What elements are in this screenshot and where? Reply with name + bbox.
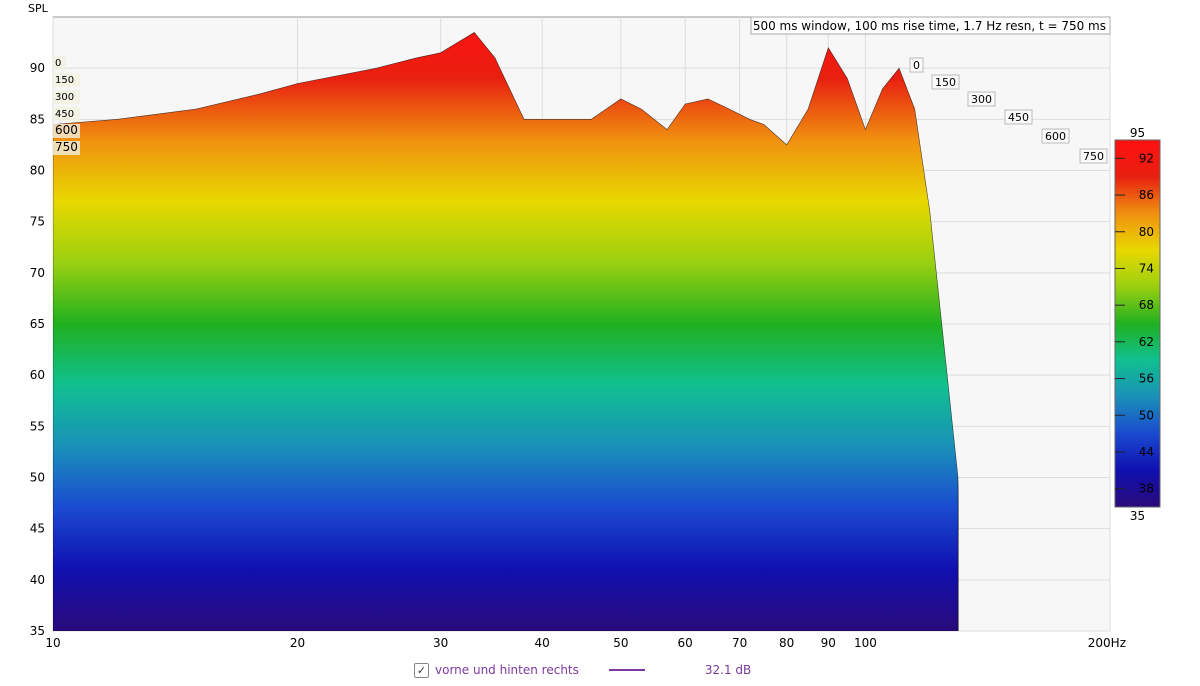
time-label-bg <box>53 107 80 121</box>
colorbar: 95 35 92 86 80 74 68 62 56 50 44 38 <box>1114 126 1161 523</box>
y-tick-label: 35 <box>30 624 45 638</box>
time-label-left: 600 <box>55 123 78 137</box>
colorbar-tick-label: 86 <box>1139 188 1154 202</box>
legend-series-swatch <box>608 669 645 671</box>
x-tick-label: 70 <box>732 636 747 650</box>
y-tick-label: 55 <box>30 419 45 433</box>
time-label-right: 450 <box>1008 111 1029 124</box>
colorbar-tick-label: 68 <box>1139 298 1154 312</box>
time-label-bg <box>909 57 924 73</box>
x-tick-label: 80 <box>779 636 794 650</box>
time-label-bg <box>1041 128 1070 144</box>
colorbar-tick-label: 74 <box>1139 261 1154 275</box>
colorbar-tick-label: 50 <box>1139 408 1154 422</box>
time-label-bg <box>931 74 960 90</box>
colorbar-max-label: 95 <box>1130 126 1145 140</box>
waterfall-surface <box>53 32 959 631</box>
colorbar-gradient-bar <box>1114 139 1161 508</box>
series-visibility-checkbox[interactable]: ✓ <box>414 662 429 678</box>
legend: ✓ vorne und hinten rechts 32.1 dB <box>414 660 751 680</box>
time-label-bg <box>53 124 80 138</box>
time-label-bg <box>53 56 66 70</box>
axis-layer: 35 40 45 50 55 60 65 70 75 80 85 90 10 20 30 40 50 60 70 80… <box>30 56 1126 650</box>
colorbar-min-label: 35 <box>1130 509 1145 523</box>
time-label-bg <box>53 73 80 87</box>
time-label-right: 0 <box>913 59 920 72</box>
time-label-right: 300 <box>971 93 992 106</box>
time-label-bg <box>53 90 80 104</box>
time-label-left: 150 <box>55 75 74 86</box>
time-label-left: 450 <box>55 109 74 120</box>
x-tick-label: 20 <box>290 636 305 650</box>
legend-series-label[interactable]: vorne und hinten rechts <box>435 663 579 677</box>
time-label-right: 750 <box>1083 150 1104 163</box>
x-tick-label: 40 <box>534 636 549 650</box>
y-tick-label: 85 <box>30 112 45 126</box>
waterfall-slice <box>53 32 959 631</box>
x-tick-label: 60 <box>678 636 693 650</box>
time-label-bg <box>53 141 80 155</box>
y-tick-label: 45 <box>30 522 45 536</box>
x-tick-label: 200Hz <box>1088 636 1126 650</box>
colorbar-tick-label: 38 <box>1139 482 1154 496</box>
colorbar-tick-label: 62 <box>1139 335 1154 349</box>
legend-series-value: 32.1 dB <box>704 663 752 677</box>
time-label-bg <box>1004 109 1033 125</box>
check-icon: ✓ <box>416 663 427 677</box>
time-label-left: 750 <box>55 140 78 154</box>
info-text: 500 ms window, 100 ms rise time, 1.7 Hz … <box>753 19 1106 33</box>
x-tick-label: 10 <box>45 636 60 650</box>
y-axis-label: SPL <box>28 2 49 15</box>
info-box: 500 ms window, 100 ms rise time, 1.7 Hz … <box>750 16 1111 35</box>
y-tick-label: 90 <box>30 61 45 75</box>
time-label-bg <box>967 91 996 107</box>
y-tick-label: 75 <box>30 215 45 229</box>
x-tick-label: 50 <box>613 636 628 650</box>
colorbar-tick-label: 44 <box>1139 445 1154 459</box>
y-tick-label: 65 <box>30 317 45 331</box>
time-label-bg <box>1079 148 1108 164</box>
colorbar-tick-label: 56 <box>1139 372 1154 386</box>
time-label-left: 300 <box>55 92 74 103</box>
y-tick-label: 40 <box>30 573 45 587</box>
y-tick-label: 70 <box>30 266 45 280</box>
y-tick-label: 60 <box>30 368 45 382</box>
time-label-left: 0 <box>55 58 61 69</box>
x-tick-label: 90 <box>821 636 836 650</box>
x-tick-label: 100 <box>854 636 877 650</box>
y-tick-label: 80 <box>30 164 45 178</box>
colorbar-tick-label: 92 <box>1139 151 1154 165</box>
colorbar-tick-label: 80 <box>1139 225 1154 239</box>
time-label-right: 600 <box>1045 130 1066 143</box>
time-label-right: 150 <box>935 76 956 89</box>
x-tick-label: 30 <box>433 636 448 650</box>
y-tick-label: 50 <box>30 471 45 485</box>
